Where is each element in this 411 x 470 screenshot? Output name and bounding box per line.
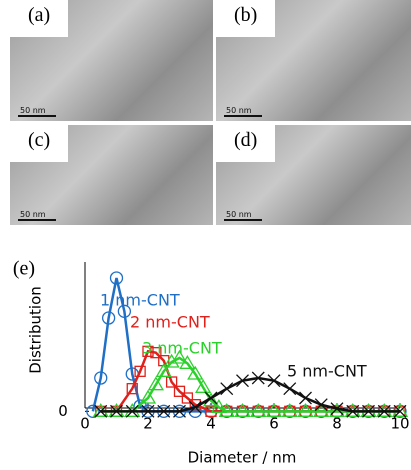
y-axis-label: Distribution <box>27 286 45 374</box>
marker <box>300 392 312 404</box>
x-axis-label: Diameter / nm <box>188 449 297 467</box>
series-label: 2 nm-CNT <box>130 313 210 332</box>
series-label: 3 nm-CNT <box>142 339 222 358</box>
marker <box>284 383 296 395</box>
y-tick-label: 0 <box>58 402 68 420</box>
marker <box>221 383 233 395</box>
x-tick-label: 0 <box>80 415 90 433</box>
series-label: 5 nm-CNT <box>287 362 367 381</box>
panel-label: (e) <box>13 258 35 280</box>
chart: (e) Distribution Diameter / nm 024681001… <box>0 0 411 470</box>
series-label: 1 nm-CNT <box>100 291 180 310</box>
figure: (a)50 nm (b)50 nm (c)50 nm (d)50 nm (e) … <box>0 0 411 470</box>
